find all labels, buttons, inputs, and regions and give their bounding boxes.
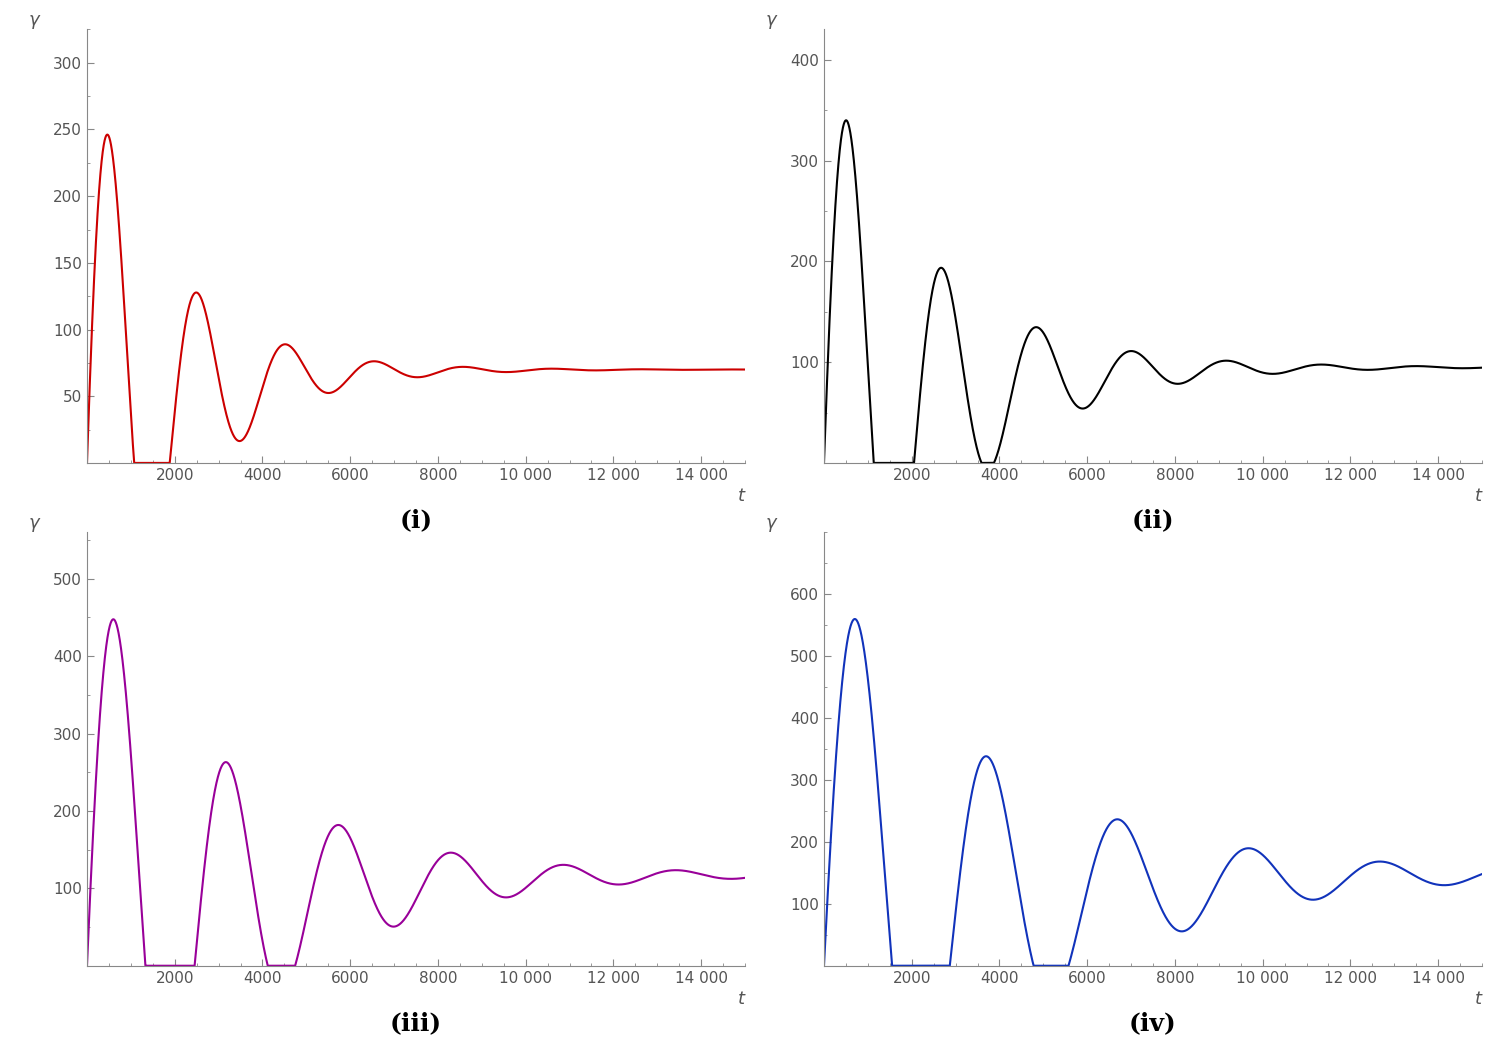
X-axis label: t: t (738, 487, 746, 505)
Y-axis label: γ: γ (28, 12, 39, 29)
Text: (iii): (iii) (390, 1011, 442, 1035)
Y-axis label: γ: γ (765, 514, 776, 532)
Y-axis label: γ: γ (28, 514, 39, 532)
X-axis label: t: t (738, 990, 746, 1008)
X-axis label: t: t (1474, 487, 1482, 505)
X-axis label: t: t (1474, 990, 1482, 1008)
Text: (i): (i) (399, 508, 432, 532)
Text: (ii): (ii) (1131, 508, 1174, 532)
Text: (iv): (iv) (1130, 1011, 1178, 1035)
Y-axis label: γ: γ (765, 12, 776, 29)
